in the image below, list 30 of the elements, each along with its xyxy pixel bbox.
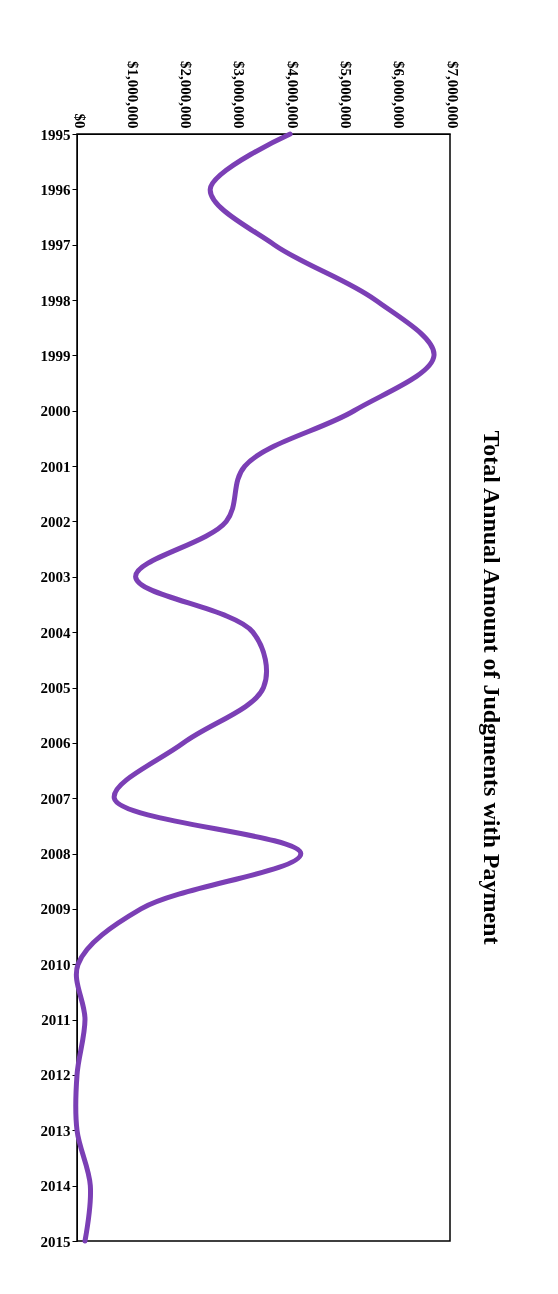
x-tick-label: $6,000,000 [391, 61, 408, 129]
y-tick-label: 1999 [40, 347, 71, 364]
y-tick-label: 2013 [40, 1122, 71, 1139]
x-tick-label: $7,000,000 [444, 61, 461, 129]
y-tick-label: 2009 [40, 901, 71, 918]
y-tick-label: 2003 [40, 569, 71, 586]
x-tick-label: $2,000,000 [178, 61, 195, 129]
y-tick-label: 2008 [40, 846, 71, 863]
x-tick-label: $5,000,000 [337, 61, 354, 129]
y-tick-label: 2012 [40, 1067, 71, 1084]
y-tick-label: 2002 [40, 513, 71, 530]
y-tick-label: 2015 [40, 1233, 71, 1250]
y-tick-label: 1998 [40, 292, 71, 309]
x-tick-label: $3,000,000 [231, 61, 248, 129]
y-tick-label: 1997 [40, 237, 71, 254]
y-tick-label: 2006 [40, 735, 71, 752]
y-tick-label: 1995 [40, 126, 71, 143]
y-tick-label: 2010 [40, 956, 71, 973]
y-tick-label: 2004 [40, 624, 71, 641]
x-tick-label: $1,000,000 [124, 61, 141, 129]
y-tick-label: 2007 [40, 790, 71, 807]
text: Total Annual Amount of Judgments with Payment [479, 430, 505, 945]
x-tick-label: $4,000,000 [284, 61, 301, 129]
y-tick-label: 2000 [40, 403, 71, 420]
y-tick-label: 2014 [40, 1178, 71, 1195]
y-tick-label: 2001 [40, 458, 71, 475]
y-tick-label: 2005 [40, 680, 71, 696]
x-tick-label: $0 [71, 113, 88, 129]
y-tick-label: 2011 [41, 1012, 71, 1029]
y-tick-label: 1996 [40, 181, 71, 198]
